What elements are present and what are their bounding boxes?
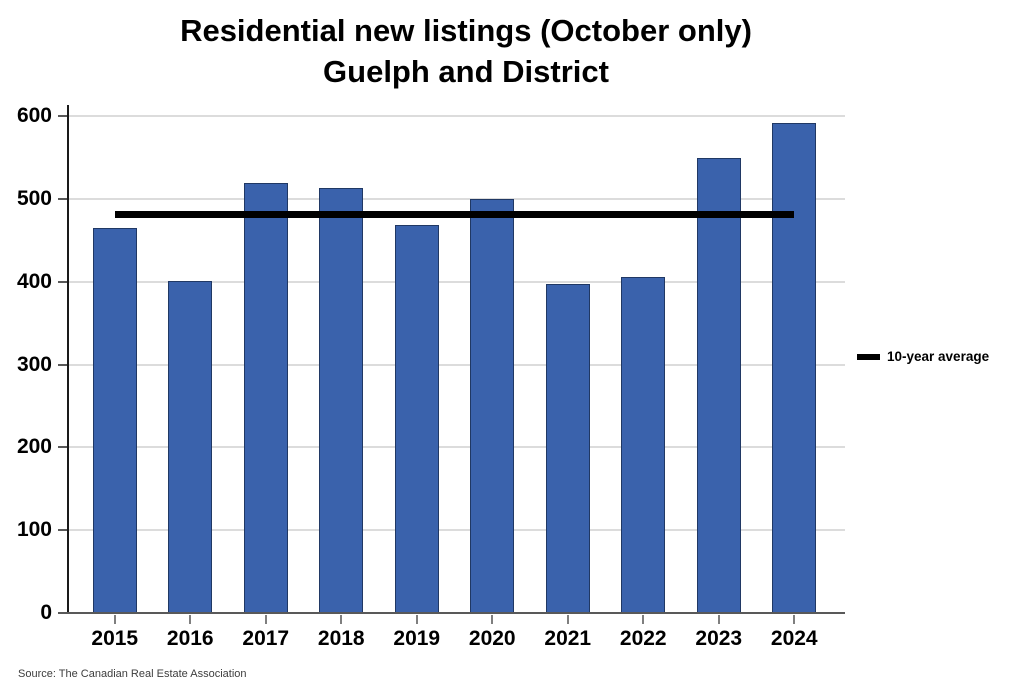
y-axis-label-500: 500: [16, 186, 52, 210]
y-axis-label-0: 0: [40, 601, 52, 624]
category-slot-2017: 2017: [228, 116, 304, 650]
x-tick-2016: [189, 615, 192, 624]
category-slot-2020: 2020: [455, 116, 531, 650]
chart-title-line1: Residential new listings (October only): [180, 13, 752, 48]
x-tick-2021: [566, 615, 569, 624]
x-axis-label-2024: 2024: [770, 627, 818, 650]
y-tick-100: [58, 529, 67, 532]
y-axis-label-100: 100: [16, 518, 52, 542]
x-tick-2017: [264, 615, 267, 624]
bar-2020: [470, 198, 515, 613]
y-axis-label-200: 200: [16, 435, 52, 459]
x-tick-2023: [717, 615, 720, 624]
y-axis-label-600: 600: [16, 104, 52, 127]
x-tick-2020: [491, 615, 494, 624]
source-note: Source: The Canadian Real Estate Associa…: [18, 668, 247, 680]
gridline-100: [68, 529, 845, 532]
x-axis-label-2015: 2015: [91, 627, 139, 650]
chart-title-line2: Guelph and District: [323, 54, 609, 89]
x-tick-2022: [642, 615, 645, 624]
category-slot-2016: 2016: [153, 116, 229, 650]
y-tick-0: [58, 612, 67, 614]
y-tick-500: [58, 197, 67, 200]
y-tick-600: [58, 115, 67, 117]
y-tick-400: [58, 280, 67, 283]
gridline-600: [68, 115, 845, 117]
gridline-400: [68, 280, 845, 283]
category-slot-2015: 2015: [77, 116, 153, 650]
y-tick-300: [58, 363, 67, 366]
x-axis-label-2016: 2016: [166, 627, 214, 650]
bar-2018: [319, 188, 364, 613]
x-tick-2018: [340, 615, 343, 624]
legend: 10-year average: [857, 349, 989, 364]
x-axis-label-2021: 2021: [544, 627, 592, 650]
gridline-200: [68, 446, 845, 449]
chart-title: Residential new listings (October only) …: [0, 10, 932, 92]
y-axis-label-300: 300: [16, 352, 52, 376]
gridline-300: [68, 363, 845, 366]
bar-series: 2015 2016 2017 2018 2019 2020 2021 2022 2023 2024: [77, 116, 833, 650]
bar-2017: [243, 183, 288, 613]
x-axis-label-2018: 2018: [317, 627, 365, 650]
average-line: [114, 211, 795, 219]
y-axis-label-400: 400: [16, 269, 52, 293]
bar-2016: [168, 280, 213, 613]
x-tick-2019: [415, 615, 418, 624]
category-slot-2022: 2022: [606, 116, 682, 650]
bar-2023: [696, 158, 741, 613]
y-axis-line: [67, 105, 69, 613]
bar-2021: [545, 284, 590, 613]
category-slot-2018: 2018: [304, 116, 380, 650]
bar-2022: [621, 276, 666, 613]
x-tick-2024: [793, 615, 796, 624]
bar-2019: [394, 224, 439, 613]
category-slot-2024: 2024: [757, 116, 833, 650]
category-slot-2021: 2021: [530, 116, 606, 650]
bar-2015: [92, 227, 137, 613]
x-axis-label-2017: 2017: [242, 627, 290, 650]
x-axis-line: [67, 611, 845, 614]
legend-label: 10-year average: [887, 349, 990, 364]
bar-2024: [772, 123, 817, 613]
x-tick-2015: [113, 615, 116, 624]
category-slot-2023: 2023: [681, 116, 757, 650]
y-tick-200: [58, 446, 67, 449]
category-slot-2019: 2019: [379, 116, 455, 650]
legend-line-swatch: [857, 353, 880, 360]
gridline-500: [68, 197, 845, 200]
plot-area: 0 100 200 300 400 500 600 2015 2016 2017 2018 2019…: [17, 104, 845, 650]
x-axis-label-2023: 2023: [695, 627, 743, 650]
x-axis-label-2019: 2019: [393, 627, 441, 650]
x-axis-label-2020: 2020: [468, 627, 516, 650]
x-axis-label-2022: 2022: [619, 627, 667, 650]
